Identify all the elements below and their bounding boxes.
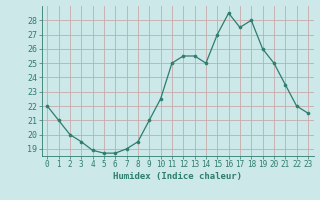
X-axis label: Humidex (Indice chaleur): Humidex (Indice chaleur): [113, 172, 242, 181]
